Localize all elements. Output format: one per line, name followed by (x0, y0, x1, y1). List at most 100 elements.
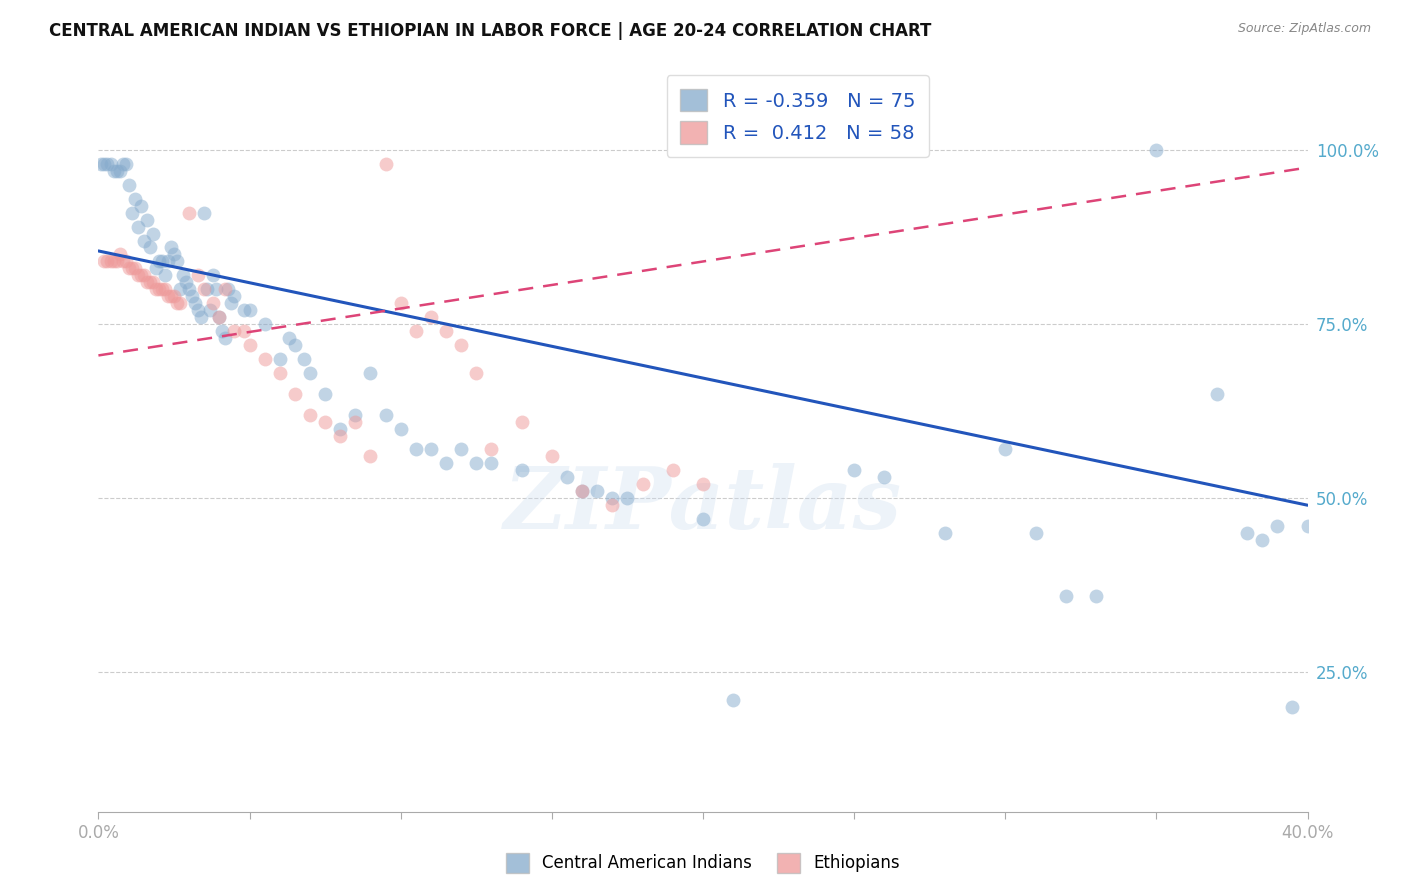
Point (420, 310, 443, 325)
Point (211, 324, 233, 338)
Point (329, 421, 352, 435)
Point (148, 282, 170, 296)
Point (205, 282, 228, 296)
Point (160, 240, 183, 254)
Point (114, 157, 136, 171)
Point (540, 450, 562, 464)
Point (299, 408, 322, 422)
Point (150, 282, 173, 296)
Point (1024, 526, 1046, 541)
Point (631, 477, 654, 491)
Point (193, 282, 215, 296)
Point (1054, 589, 1077, 603)
Point (284, 338, 307, 352)
Point (299, 366, 322, 380)
Point (124, 261, 146, 276)
Point (389, 421, 412, 435)
Point (195, 282, 218, 296)
Point (187, 268, 209, 283)
Point (239, 338, 262, 352)
Point (661, 463, 683, 477)
Point (434, 457, 457, 471)
Point (90, 157, 112, 171)
Point (103, 254, 125, 268)
Point (96, 254, 118, 268)
Point (314, 386, 336, 401)
Point (187, 303, 209, 318)
Point (224, 324, 246, 338)
Point (1267, 519, 1289, 533)
Point (253, 351, 276, 366)
Point (221, 296, 243, 310)
Point (153, 282, 176, 296)
Point (329, 428, 352, 442)
Point (103, 164, 125, 178)
Point (166, 296, 188, 310)
Point (269, 366, 291, 380)
Point (374, 157, 396, 171)
Point (202, 296, 225, 310)
Point (169, 282, 191, 296)
Point (277, 331, 299, 345)
Point (172, 268, 194, 283)
Point (127, 219, 149, 234)
Point (232, 303, 254, 318)
Point (602, 498, 624, 512)
Point (93, 254, 115, 268)
Point (1296, 519, 1319, 533)
Point (111, 254, 134, 268)
Point (284, 386, 307, 401)
Point (132, 234, 155, 248)
Point (360, 366, 382, 380)
Point (127, 268, 149, 283)
Point (114, 254, 136, 268)
Point (269, 351, 291, 366)
Point (292, 351, 315, 366)
Point (405, 324, 427, 338)
Text: Source: ZipAtlas.com: Source: ZipAtlas.com (1237, 22, 1371, 36)
Point (586, 484, 609, 499)
Point (465, 366, 488, 380)
Point (139, 275, 162, 289)
Point (111, 157, 134, 171)
Point (100, 254, 122, 268)
Point (510, 415, 533, 429)
Point (135, 212, 157, 227)
Text: CENTRAL AMERICAN INDIAN VS ETHIOPIAN IN LABOR FORCE | AGE 20-24 CORRELATION CHAR: CENTRAL AMERICAN INDIAN VS ETHIOPIAN IN … (49, 22, 932, 40)
Point (1206, 386, 1229, 401)
Point (166, 254, 188, 268)
Point (129, 268, 152, 283)
Point (616, 491, 638, 506)
Point (145, 282, 167, 296)
Legend: R = -0.359   N = 75, R =  0.412   N = 58: R = -0.359 N = 75, R = 0.412 N = 58 (666, 75, 929, 157)
Point (1251, 533, 1274, 547)
Point (179, 205, 201, 219)
Point (1144, 143, 1167, 157)
Point (108, 164, 131, 178)
Point (129, 199, 152, 213)
Point (934, 526, 956, 541)
Point (150, 254, 173, 268)
Point (405, 442, 427, 457)
Point (450, 338, 472, 352)
Point (139, 240, 162, 254)
Point (239, 303, 262, 318)
Point (118, 178, 141, 192)
Point (481, 457, 503, 471)
Point (450, 442, 472, 457)
Point (163, 289, 186, 303)
Point (156, 254, 179, 268)
Point (360, 450, 382, 464)
Point (1085, 589, 1108, 603)
Point (232, 324, 254, 338)
Point (169, 296, 191, 310)
Point (142, 227, 165, 241)
Point (571, 484, 593, 499)
Point (253, 317, 276, 331)
Point (214, 282, 236, 296)
Point (124, 192, 146, 206)
Point (121, 205, 143, 219)
Point (692, 512, 714, 526)
Point (873, 470, 896, 484)
Point (105, 164, 128, 178)
